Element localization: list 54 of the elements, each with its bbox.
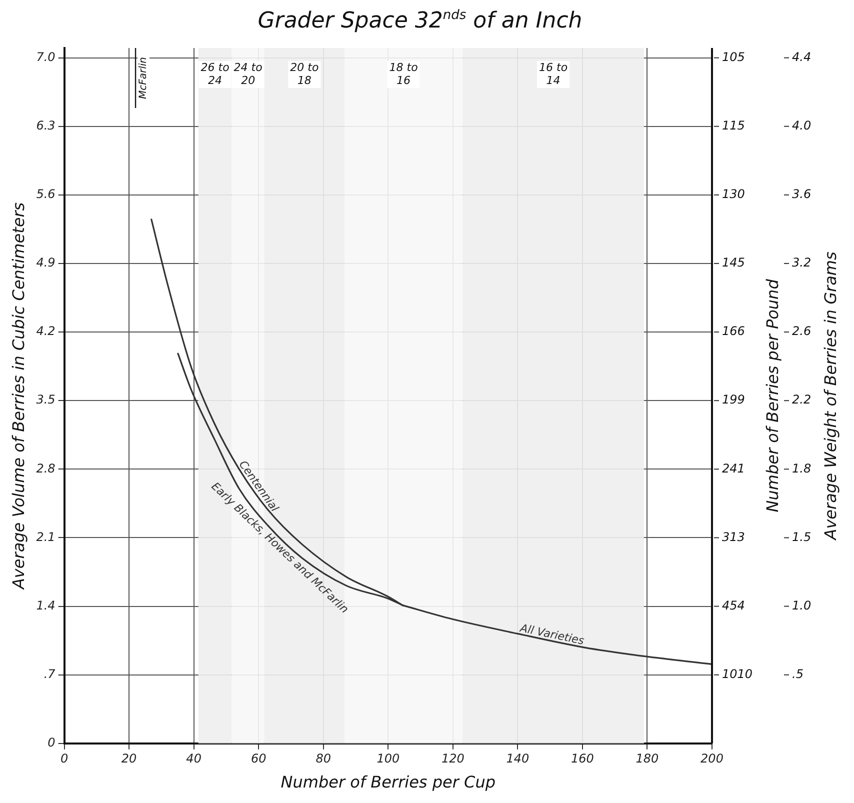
text: 1.0 <box>792 598 812 612</box>
x-tick-label: 80 <box>316 752 332 766</box>
x-tick-label: 0 <box>60 752 68 766</box>
y3-axis-title: Average Weight of Berries in Grams <box>821 252 840 541</box>
y-tick-label: 2.1 <box>36 530 56 544</box>
category-label: 454 <box>722 598 745 612</box>
y-tick-label: .7 <box>44 666 56 681</box>
x-tick-label: 160 <box>571 752 594 766</box>
band-label: 18 to 16 <box>389 60 418 87</box>
y-axis-title: Average Volume of Berries in Cubic Centimeters <box>8 202 28 590</box>
x-tick-label: 140 <box>506 752 530 766</box>
x-tick-label: 60 <box>250 752 267 766</box>
text: 4.0 <box>792 118 812 132</box>
y-tick-label: 5.6 <box>36 187 56 202</box>
category-label: 166 <box>722 324 745 338</box>
band-label: 20 to 18 <box>290 60 319 87</box>
band-label: 26 to 24 <box>200 60 230 87</box>
text: 2.6 <box>792 324 812 338</box>
y-tick-label: 3.5 <box>36 392 56 407</box>
y-tick-label: 0 <box>48 736 56 750</box>
chart-title: Grader Space 32$^{nds}$ of an Inch <box>256 8 584 34</box>
band-label: 24 to 20 <box>234 60 263 87</box>
text: 1.8 <box>792 461 812 476</box>
x-tick-label: 20 <box>121 752 138 766</box>
text: .5 <box>792 666 804 681</box>
category-label: 145 <box>722 256 745 270</box>
text: 4.4 <box>792 50 812 64</box>
category-label: 130 <box>722 187 745 202</box>
x-tick-label: 200 <box>700 752 724 766</box>
x-tick-label: 100 <box>376 752 400 766</box>
y-tick-label: 4.9 <box>36 256 56 270</box>
x-tick-label: 120 <box>441 752 465 766</box>
x-axis-title: Number of Berries per Cup <box>280 772 496 792</box>
y-tick-label: 7.0 <box>36 50 56 64</box>
category-label: 241 <box>722 461 745 476</box>
category-label: 115 <box>722 118 745 132</box>
text: 1.5 <box>792 530 812 544</box>
text: 2.2 <box>792 392 812 407</box>
y-tick-label: 6.3 <box>36 118 56 132</box>
text: 3.2 <box>792 256 812 270</box>
text: All Varieties <box>518 621 586 648</box>
y-tick-label: 2.8 <box>36 461 56 476</box>
y-tick-label: 1.4 <box>36 598 56 612</box>
y2-axis-title: Number of Berries per Pound <box>763 278 782 512</box>
band-label: 16 to 14 <box>539 60 568 87</box>
category-label: 313 <box>722 530 745 544</box>
category-label: 105 <box>722 50 745 64</box>
x-tick-label: 180 <box>636 752 660 766</box>
x-tick-label: 40 <box>186 752 202 766</box>
category-label: 199 <box>722 392 745 407</box>
y-tick-label: 4.2 <box>36 324 56 338</box>
text: 3.6 <box>792 187 812 202</box>
ref-line-label: McFarlin <box>138 56 150 100</box>
category-label: 1010 <box>722 666 753 681</box>
